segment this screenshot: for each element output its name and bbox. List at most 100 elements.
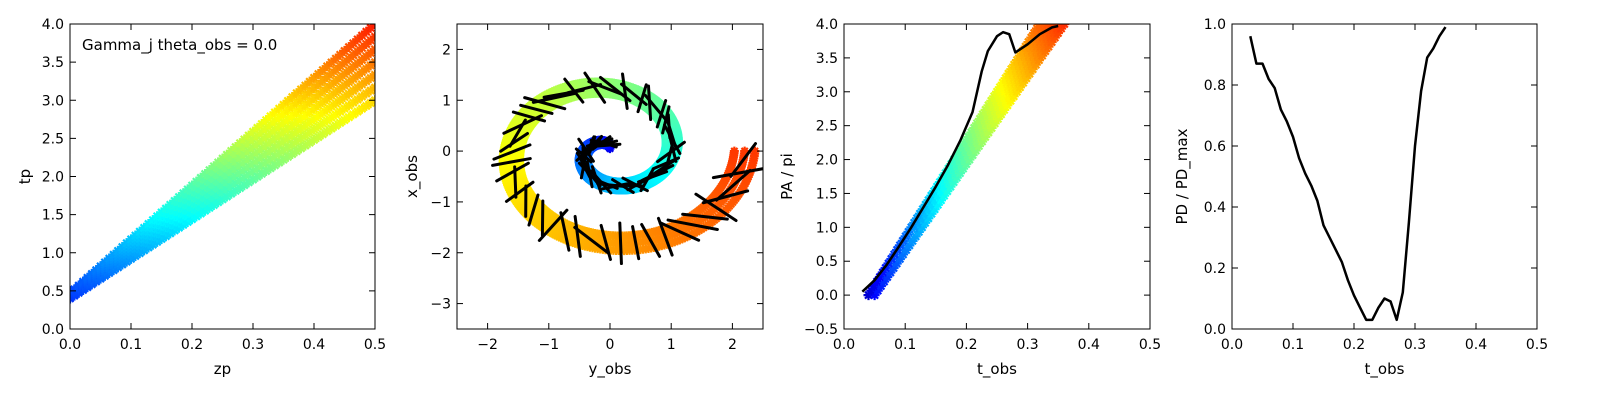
band-marker xyxy=(173,197,184,208)
x-axis-label: y_obs xyxy=(589,360,632,379)
band-marker xyxy=(313,68,324,79)
band-marker xyxy=(963,141,974,151)
band-marker xyxy=(965,145,976,156)
band-marker xyxy=(322,72,333,83)
band-marker xyxy=(195,172,206,183)
band-marker xyxy=(274,148,285,159)
chart-panel-2: −2 −1 0 1 2 −3 −2 −1 0 1 2 y_obs x_obs xyxy=(403,23,764,379)
band-marker xyxy=(356,79,367,90)
band-marker xyxy=(191,199,202,210)
band-marker xyxy=(313,79,324,90)
band-marker xyxy=(330,87,341,98)
band-marker xyxy=(269,125,280,136)
band-marker xyxy=(187,202,197,213)
band-marker xyxy=(239,149,250,160)
band-marker xyxy=(869,290,880,301)
band-marker xyxy=(182,200,193,211)
band-marker xyxy=(960,136,971,147)
band-marker xyxy=(274,103,285,114)
band-marker xyxy=(932,190,943,201)
band-marker xyxy=(917,222,928,233)
band-marker xyxy=(204,183,215,194)
band-marker xyxy=(335,72,346,83)
band-marker xyxy=(256,160,267,171)
band-marker xyxy=(968,141,979,151)
band-marker xyxy=(291,97,302,108)
y-tick-label: 0 xyxy=(442,144,451,160)
band-marker xyxy=(261,115,272,126)
band-marker xyxy=(213,190,224,201)
plot-area xyxy=(1249,26,1447,322)
band-marker xyxy=(252,171,263,182)
band-marker xyxy=(252,163,263,174)
band-marker xyxy=(309,124,319,135)
band-marker xyxy=(287,130,298,141)
band-marker xyxy=(361,39,372,50)
band-marker xyxy=(945,181,956,192)
band-marker xyxy=(898,249,909,260)
band-marker xyxy=(317,97,328,108)
band-marker xyxy=(304,107,315,118)
band-marker xyxy=(304,137,315,148)
band-marker xyxy=(191,176,202,187)
band-marker xyxy=(248,150,258,161)
band-marker xyxy=(274,130,285,141)
band-marker xyxy=(322,126,333,137)
band-marker xyxy=(304,86,315,97)
band-marker xyxy=(309,134,319,145)
band-marker xyxy=(365,47,375,58)
band-marker xyxy=(914,217,925,228)
band-marker xyxy=(300,140,311,151)
band-marker xyxy=(356,103,367,114)
band-marker xyxy=(317,129,328,140)
band-marker xyxy=(291,107,302,118)
chart-panel-3: 0.0 0.1 0.2 0.3 0.4 0.5−0.50.00.51.01.52.02.5… xyxy=(778,17,1161,379)
band-marker xyxy=(291,126,302,137)
band-marker xyxy=(200,168,211,179)
band-marker xyxy=(252,130,263,141)
band-marker xyxy=(926,208,937,219)
band-marker xyxy=(204,190,215,201)
band-marker xyxy=(348,85,359,96)
band-marker xyxy=(317,86,328,97)
polarization-bar xyxy=(658,221,701,242)
band-marker xyxy=(217,180,228,191)
band-marker xyxy=(356,67,367,78)
band-marker xyxy=(217,173,228,184)
band-marker xyxy=(208,193,219,204)
y-tick-label: 0.4 xyxy=(1204,200,1226,216)
band-marker xyxy=(173,207,184,218)
band-marker xyxy=(248,126,258,137)
band-marker xyxy=(304,76,315,87)
band-marker xyxy=(961,159,972,170)
polarization-bar xyxy=(618,221,623,266)
band-marker xyxy=(230,156,241,167)
y-tick-label: 0.8 xyxy=(1204,78,1226,94)
polarization-bar xyxy=(666,218,719,231)
x-tick-label: 0 xyxy=(606,337,615,353)
band-marker xyxy=(282,142,293,153)
band-marker xyxy=(173,192,184,203)
y-tick-label: 1.5 xyxy=(816,186,838,202)
polarization-bar xyxy=(573,225,610,255)
band-marker xyxy=(208,167,219,178)
band-marker xyxy=(326,79,337,90)
band-marker xyxy=(361,26,372,37)
band-marker xyxy=(335,49,346,60)
band-marker xyxy=(208,174,219,185)
band-marker xyxy=(291,117,302,128)
band-marker xyxy=(339,115,350,126)
band-marker xyxy=(339,57,350,68)
y-tick-label: 2.5 xyxy=(816,119,838,135)
band-marker xyxy=(282,114,293,125)
polarization-bar xyxy=(729,142,757,178)
band-marker xyxy=(356,54,367,65)
band-marker xyxy=(339,80,350,91)
band-marker xyxy=(278,145,289,156)
band-marker xyxy=(888,263,899,273)
band-marker xyxy=(869,281,880,292)
band-marker xyxy=(221,156,232,167)
band-marker xyxy=(243,153,254,164)
annotation-text: Gamma_j theta_obs = 0.0 xyxy=(82,36,277,55)
band-marker xyxy=(330,109,341,120)
